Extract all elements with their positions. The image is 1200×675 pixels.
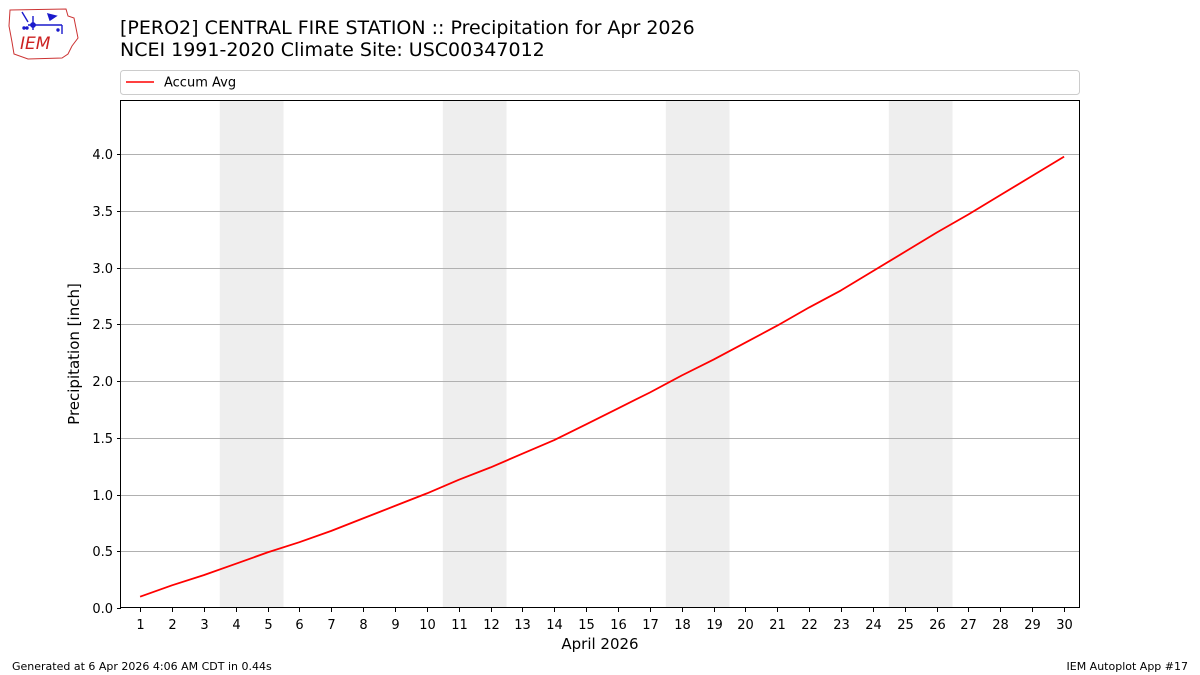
x-tick-label: 22 (801, 618, 818, 633)
y-tick-label: 0.5 (92, 545, 113, 560)
x-tick-label: 8 (359, 618, 367, 633)
x-tick-label: 27 (960, 618, 977, 633)
x-tick-label: 23 (833, 618, 850, 633)
x-tick-label: 24 (865, 618, 882, 633)
weekend-band (442, 101, 507, 608)
chart-title-line1: [PERO2] CENTRAL FIRE STATION :: Precipit… (120, 17, 695, 39)
y-axis-ticks: 0.0 0.5 1.0 1.5 2.0 2.5 3.0 3.5 4.0 (92, 148, 121, 617)
x-tick-label: 11 (451, 618, 468, 633)
x-tick-label: 15 (578, 618, 595, 633)
footer-generated: Generated at 6 Apr 2026 4:06 AM CDT in 0… (12, 660, 272, 673)
legend: Accum Avg (120, 70, 1080, 95)
chart-title-line2: NCEI 1991-2020 Climate Site: USC00347012 (120, 39, 545, 61)
x-axis-label: April 2026 (561, 635, 638, 653)
y-tick-label: 3.5 (92, 205, 113, 220)
footer-app: IEM Autoplot App #17 (1066, 660, 1189, 673)
series-group (139, 155, 1065, 598)
y-gridlines (121, 154, 1080, 552)
x-tick-label: 2 (168, 618, 176, 633)
y-tick-label: 1.0 (92, 489, 113, 504)
x-tick-label: 12 (483, 618, 500, 633)
y-tick-label: 2.0 (92, 375, 113, 390)
x-tick-label: 9 (391, 618, 399, 633)
x-tick-label: 18 (674, 618, 691, 633)
x-tick-label: 21 (769, 618, 786, 633)
x-tick-label: 1 (136, 618, 144, 633)
iowa-outline-shape (8, 8, 79, 60)
legend-label-accum-avg: Accum Avg (164, 76, 236, 91)
x-tick-label: 28 (992, 618, 1009, 633)
y-tick-label: 0.0 (92, 602, 113, 617)
x-tick-label: 13 (514, 618, 531, 633)
x-tick-label: 7 (327, 618, 335, 633)
x-tick-label: 6 (295, 618, 303, 633)
logo-text: IEM (20, 34, 51, 54)
x-tick-label: 25 (897, 618, 914, 633)
plot-frame (120, 100, 1080, 608)
legend-box (120, 70, 1080, 95)
x-axis-ticks: 1 2 3 4 5 6 7 8 9 10 11 12 13 14 15 16 17 18 19 20 21 22 23 24 2… (136, 608, 1073, 633)
y-tick-label: 3.0 (92, 262, 113, 277)
iem-logo: IEM (8, 8, 79, 60)
y-tick-label: 1.5 (92, 432, 113, 447)
weekend-band (219, 101, 284, 608)
x-tick-label: 20 (737, 618, 754, 633)
weekend-band (665, 101, 730, 608)
x-tick-label: 29 (1024, 618, 1041, 633)
y-axis-label: Precipitation [inch] (65, 283, 83, 425)
x-tick-label: 17 (642, 618, 659, 633)
x-tick-label: 4 (232, 618, 240, 633)
x-tick-label: 26 (929, 618, 946, 633)
x-tick-label: 3 (200, 618, 208, 633)
weekend-band (888, 101, 953, 608)
y-tick-label: 2.5 (92, 318, 113, 333)
x-tick-label: 16 (610, 618, 627, 633)
series-line-accum-avg (139, 155, 1065, 598)
weekend-bands (219, 101, 953, 608)
x-tick-label: 30 (1056, 618, 1073, 633)
chart-title: [PERO2] CENTRAL FIRE STATION :: Precipit… (120, 17, 695, 61)
x-tick-label: 5 (264, 618, 272, 633)
x-tick-label: 19 (706, 618, 723, 633)
x-tick-label: 10 (419, 618, 436, 633)
x-tick-label: 14 (546, 618, 563, 633)
y-tick-label: 4.0 (92, 148, 113, 163)
